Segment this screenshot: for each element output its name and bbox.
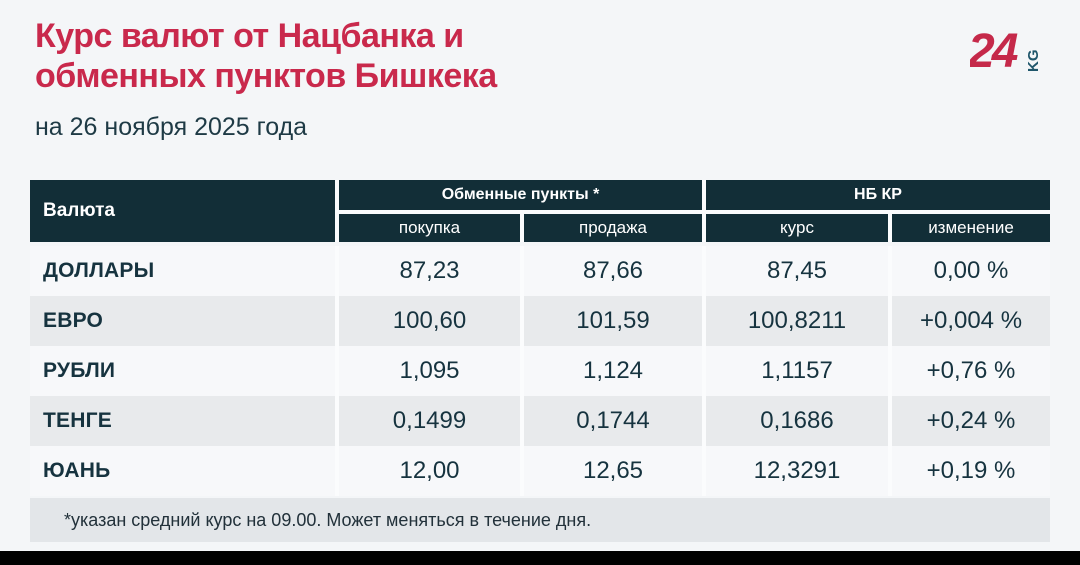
change-value: +0,76 % [892, 346, 1050, 396]
rate-value: 87,45 [706, 246, 888, 296]
rate-value: 12,3291 [706, 446, 888, 496]
header-change: изменение [892, 214, 1050, 242]
header-rate: курс [706, 214, 888, 242]
buy-value: 100,60 [339, 296, 520, 346]
footnote: *указан средний курс на 09.00. Может мен… [30, 498, 1050, 542]
sell-value: 12,65 [524, 446, 702, 496]
logo-number: 24 [970, 25, 1018, 74]
rate-value: 100,8211 [706, 296, 888, 346]
buy-value: 1,095 [339, 346, 520, 396]
currency-name: РУБЛИ [30, 346, 335, 396]
change-value: +0,24 % [892, 396, 1050, 446]
sell-value: 101,59 [524, 296, 702, 346]
buy-value: 12,00 [339, 446, 520, 496]
header-group-national-bank: НБ КР [706, 180, 1050, 210]
header-sell: продажа [524, 214, 702, 242]
24kg-logo-icon: 24 KG [970, 25, 1040, 74]
table-body: ДОЛЛАРЫ 87,23 87,66 87,45 0,00 % ЕВРО 10… [30, 246, 1050, 496]
currency-name: ТЕНГЕ [30, 396, 335, 446]
change-value: 0,00 % [892, 246, 1050, 296]
header-group-exchange-points: Обменные пункты * [339, 180, 702, 210]
sell-value: 1,124 [524, 346, 702, 396]
date-subtitle: на 26 ноября 2025 года [35, 113, 308, 141]
rate-value: 0,1686 [706, 396, 888, 446]
rate-value: 1,1157 [706, 346, 888, 396]
logo-suffix: KG [1025, 50, 1040, 73]
currency-name: ДОЛЛАРЫ [30, 246, 335, 296]
currency-name: ЕВРО [30, 296, 335, 346]
header-currency: Валюта [30, 180, 335, 242]
buy-value: 0,1499 [339, 396, 520, 446]
buy-value: 87,23 [339, 246, 520, 296]
page-title-line2: обменных пунктов Бишкека [35, 57, 497, 95]
header-buy: покупка [339, 214, 520, 242]
page-title: Курс валют от Нацбанка и обменных пункто… [35, 16, 497, 96]
bottom-band [0, 551, 1080, 565]
table-header: Валюта Обменные пункты * НБ КР покупка п… [30, 180, 1050, 242]
page-title-line1: Курс валют от Нацбанка и [35, 17, 464, 55]
sell-value: 87,66 [524, 246, 702, 296]
rates-table: Валюта Обменные пункты * НБ КР покупка п… [30, 180, 1050, 542]
change-value: +0,004 % [892, 296, 1050, 346]
currency-name: ЮАНЬ [30, 446, 335, 496]
sell-value: 0,1744 [524, 396, 702, 446]
change-value: +0,19 % [892, 446, 1050, 496]
